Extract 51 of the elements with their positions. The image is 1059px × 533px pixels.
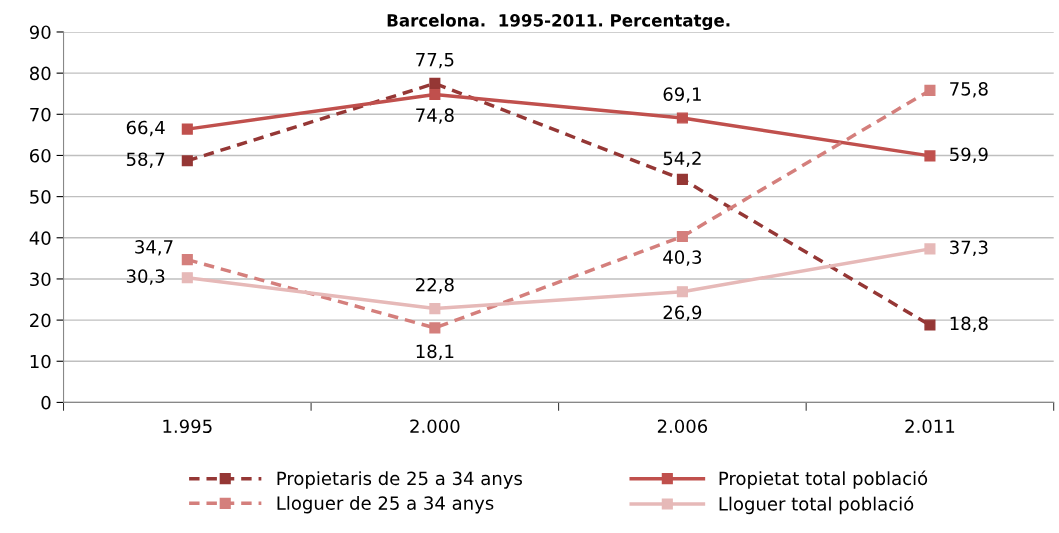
data-label: 40,3: [663, 250, 702, 266]
data-label: 74,8: [416, 108, 454, 124]
point: [429, 88, 441, 101]
data-label: 18,1: [416, 344, 454, 360]
data-label: 18,8: [950, 316, 988, 333]
x-tick-label: 1.995: [163, 419, 212, 434]
y-tick-label: 30: [30, 272, 51, 287]
x-tick-label: 2.011: [905, 419, 955, 434]
data-label: 66,4: [126, 120, 165, 137]
point: [429, 322, 441, 334]
point: [181, 254, 193, 266]
data-label: 30,3: [126, 269, 165, 285]
data-label: 69,1: [663, 87, 701, 103]
y-tick-label: 40: [29, 231, 51, 245]
y-tick-label: 80: [29, 66, 51, 81]
x-tick-label: 2.000: [410, 419, 460, 434]
y-tick-label: 20: [30, 313, 51, 328]
point: [924, 84, 936, 96]
point: [676, 173, 688, 185]
data-label: 77,5: [416, 53, 454, 69]
x-tick-label: 2.006: [657, 419, 708, 434]
point: [676, 286, 688, 298]
data-label: 58,7: [126, 152, 165, 168]
point: [676, 112, 688, 124]
y-tick-label: 50: [30, 190, 51, 204]
point: [181, 123, 193, 135]
y-tick-label: 0: [41, 395, 51, 410]
legend-label: Propietaris de 25 a 34 anys: [277, 471, 522, 489]
legend-label: Lloguer total població: [719, 495, 914, 515]
point: [181, 272, 193, 284]
point: [181, 155, 193, 167]
data-label: 75,8: [950, 82, 988, 98]
data-label: 34,7: [135, 240, 173, 256]
chart-title: Barcelona. 1995-2011. Percentatge.: [387, 13, 730, 31]
point: [924, 243, 936, 255]
legend-label: Propietat total població: [719, 470, 928, 489]
point: [676, 230, 688, 243]
y-tick-label: 90: [29, 25, 51, 40]
data-label: 37,3: [950, 240, 988, 256]
point: [924, 319, 936, 331]
data-label: 26,9: [663, 305, 702, 321]
data-label: 54,2: [663, 151, 701, 167]
point: [924, 150, 936, 162]
y-tick-label: 70: [30, 107, 51, 122]
y-tick-label: 10: [30, 354, 51, 369]
y-tick-label: 60: [30, 148, 51, 163]
point: [429, 77, 441, 89]
data-label: 22,8: [416, 277, 454, 294]
legend-label: Lloguer de 25 a 34 anys: [277, 495, 494, 514]
data-label: 59,9: [950, 147, 988, 163]
point: [429, 303, 441, 315]
